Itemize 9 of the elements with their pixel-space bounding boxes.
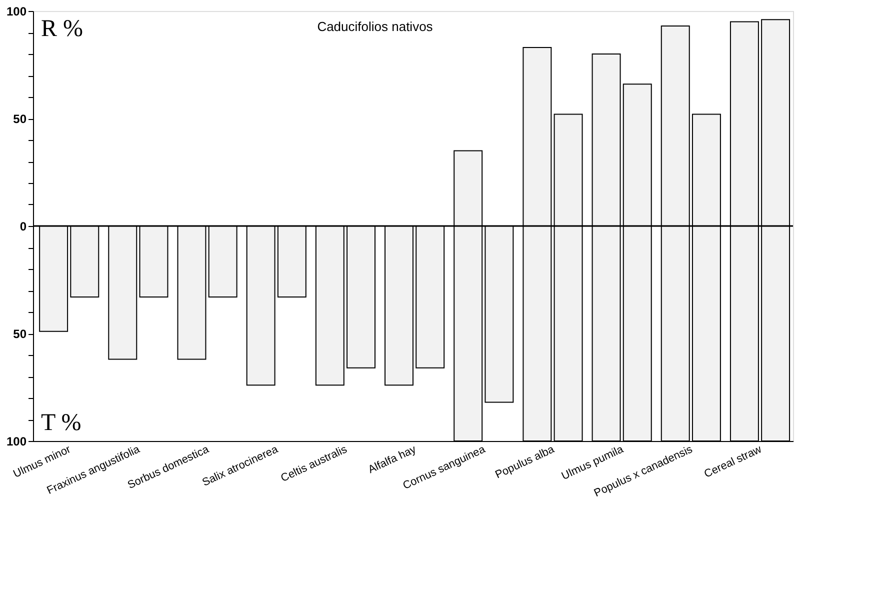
x-tick-label: Alfalfa hay (366, 443, 419, 476)
annotation: T % (41, 410, 82, 436)
y-tick-label: 100 (6, 4, 27, 18)
annotation: R % (41, 16, 84, 42)
y-tick-label: 0 (20, 220, 27, 234)
y-tick-label: 100 (6, 434, 27, 448)
text: Caducifolios nativos (317, 19, 434, 34)
y-tick-label: 50 (13, 327, 27, 341)
y-tick-label: 50 (13, 112, 27, 126)
